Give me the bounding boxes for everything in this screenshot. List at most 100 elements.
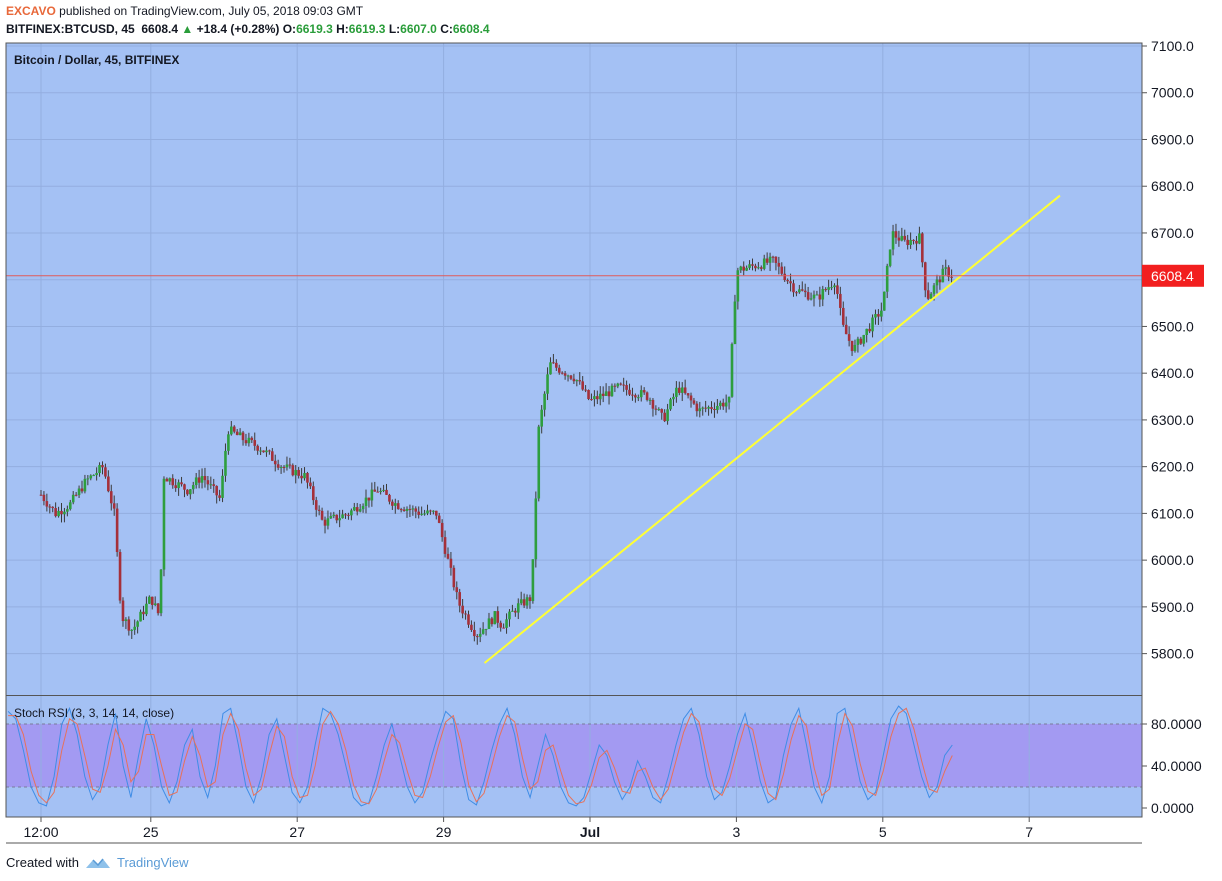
rsi-axis[interactable]: 80.0000 40.0000 0.0000: [1142, 716, 1202, 816]
candle-body: [900, 235, 904, 241]
candle-body: [666, 409, 669, 422]
candle-body: [382, 489, 385, 491]
candle-body: [490, 618, 494, 625]
candle-body: [139, 611, 142, 622]
candle-body: [235, 431, 239, 436]
candle-body: [622, 384, 625, 386]
candle-body: [54, 508, 57, 517]
candle-body: [209, 484, 213, 486]
stoch-d-line: [8, 707, 953, 805]
candle-body: [718, 402, 722, 406]
candle-body: [739, 266, 743, 271]
candle-body: [259, 450, 262, 452]
candle-body: [405, 508, 409, 511]
candle-body: [841, 307, 845, 325]
candle-body: [865, 328, 868, 335]
stoch-k-line: [7, 705, 953, 807]
candle-body: [493, 611, 497, 625]
candle-body: [352, 507, 356, 511]
candle-body: [540, 409, 543, 427]
candle-body: [762, 258, 766, 269]
candle-body: [587, 389, 590, 400]
candle-body: [45, 501, 49, 507]
candle-body: [921, 233, 924, 263]
candle-body: [168, 478, 172, 482]
candle-body: [475, 636, 479, 638]
candle-body: [581, 381, 584, 390]
candle-body: [288, 464, 292, 466]
candle-body: [593, 396, 596, 400]
candle-body: [721, 402, 725, 407]
candle-body: [654, 408, 658, 410]
candle-body: [118, 551, 122, 601]
candle-body: [414, 508, 418, 512]
candle-body: [142, 611, 145, 615]
candle-body: [74, 494, 78, 496]
trendline[interactable]: [483, 194, 1061, 664]
candle-body: [800, 289, 804, 291]
close-value: 6608.4: [452, 22, 490, 36]
candle-body: [754, 265, 757, 269]
candle-body: [379, 490, 382, 492]
candle-body: [432, 510, 435, 512]
candle-body: [874, 314, 877, 318]
tradingview-link[interactable]: TradingView: [116, 855, 189, 870]
candle-body: [566, 375, 570, 377]
candle-body: [803, 290, 807, 293]
candle-body: [748, 264, 751, 268]
candle-body: [473, 629, 476, 637]
candle-body: [786, 280, 789, 282]
candle-body: [704, 407, 707, 409]
candle-body: [221, 475, 224, 498]
candle-body: [80, 488, 84, 492]
candle-body: [923, 262, 927, 291]
candle-body: [868, 328, 871, 332]
candle-body: [232, 426, 236, 432]
tradingview-logo-icon: [85, 858, 110, 868]
price-tick-label: 5800.0: [1151, 646, 1194, 662]
candle-body: [285, 464, 289, 468]
price-tick-label: 6100.0: [1151, 505, 1194, 521]
pane-borders: [5, 42, 1143, 844]
time-axis[interactable]: 12:00 25 27 29 Jul 3 5 7: [23, 817, 1033, 840]
candle-body: [98, 465, 101, 474]
time-tick-label: 29: [436, 824, 452, 840]
price-tick-label: 6700.0: [1151, 225, 1194, 241]
candle-body: [935, 279, 939, 286]
candle-body: [912, 239, 915, 241]
candle-body: [309, 482, 312, 487]
author-name[interactable]: EXCAVO: [6, 4, 56, 18]
candle-body: [789, 281, 792, 284]
time-tick-label: Jul: [580, 824, 600, 840]
candle-body: [51, 506, 55, 509]
candle-body: [303, 473, 306, 479]
candle-body: [86, 478, 90, 480]
candle-body: [355, 507, 359, 512]
candle-body: [408, 508, 412, 510]
candle-body: [549, 362, 552, 375]
candle-body: [57, 510, 60, 517]
candle-body: [821, 289, 825, 300]
candle-body: [391, 501, 394, 506]
candle-body: [751, 264, 754, 266]
candle-body: [724, 402, 728, 407]
candle-body: [165, 478, 169, 482]
candle-body: [77, 488, 81, 496]
candle-body: [253, 440, 257, 446]
candle-body: [306, 473, 309, 483]
candle-body: [634, 395, 637, 398]
price-tick-label: 6900.0: [1151, 131, 1194, 147]
candle-body: [508, 611, 511, 620]
candle-body: [361, 505, 365, 510]
open-value: 6619.3: [296, 22, 333, 36]
candle-body: [230, 426, 233, 435]
price-axis[interactable]: 7100.07000.06900.06800.06700.06600.06500…: [1142, 38, 1194, 662]
candle-body: [244, 440, 248, 444]
candle-body: [871, 317, 874, 332]
candle-body: [388, 494, 391, 502]
candle-body: [238, 432, 242, 436]
candle-body: [616, 383, 620, 387]
candle-body: [511, 610, 514, 612]
candle-body: [572, 378, 576, 382]
